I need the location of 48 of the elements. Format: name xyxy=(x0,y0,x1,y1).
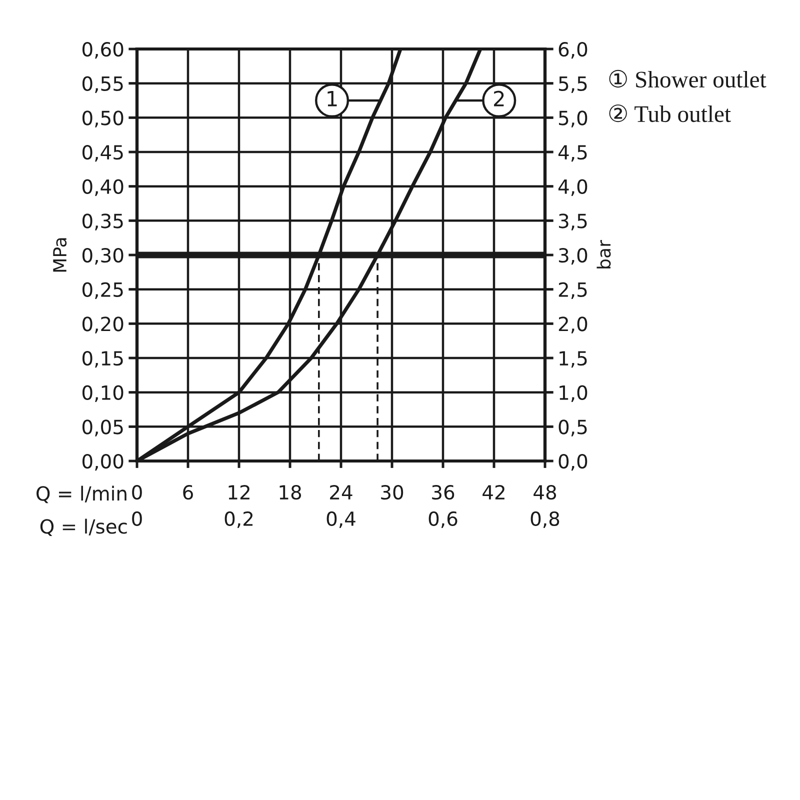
annotation: 2 xyxy=(494,90,504,106)
x-tick-label: 6 xyxy=(183,484,193,500)
y2-tick-label: 5,5 xyxy=(559,76,587,93)
x2-tick-label: 0,6 xyxy=(428,511,458,528)
y2-tick-label: 4,5 xyxy=(558,145,587,162)
y-tick-label: 0,55 xyxy=(82,76,123,93)
y2-tick-label: 4,0 xyxy=(558,179,588,196)
y2-axis-title: bar xyxy=(596,240,611,268)
y-axis-title: MPa xyxy=(53,238,67,272)
x-tick-label: 24 xyxy=(330,484,352,500)
y2-tick-label: 1,5 xyxy=(560,351,587,368)
x-axis-title: Q = l/min xyxy=(36,486,126,504)
y2-tick-label: 2,0 xyxy=(558,316,588,334)
y-tick-label: 0,50 xyxy=(82,110,124,128)
annotation: 1 xyxy=(328,91,337,106)
y-tick-label: 0,10 xyxy=(82,385,124,402)
y2-tick-label: 5,0 xyxy=(559,110,588,128)
x-tick-label: 36 xyxy=(432,484,454,500)
x-tick-label: 0 xyxy=(132,484,142,500)
y-tick-label: 0,45 xyxy=(82,144,123,162)
x-tick-label: 30 xyxy=(381,484,404,500)
y-tick-label: 0,05 xyxy=(82,420,123,436)
y-tick-label: 0,40 xyxy=(82,179,124,196)
text: ② Tub outlet xyxy=(609,104,731,122)
y2-tick-label: 2,5 xyxy=(558,282,587,299)
y-tick-label: 0,60 xyxy=(82,42,124,59)
y-tick-label: 0,35 xyxy=(82,214,123,230)
x-tick-label: 18 xyxy=(280,484,302,500)
text: ① Shower outlet xyxy=(609,70,766,88)
x2-tick-label: 0,4 xyxy=(326,511,356,528)
x-tick-label: 48 xyxy=(534,484,556,500)
y-tick-label: 0,15 xyxy=(82,350,123,368)
y2-tick-label: 1,0 xyxy=(560,385,588,402)
x2-tick-label: 0 xyxy=(132,511,142,526)
x-tick-label: 42 xyxy=(482,484,504,500)
x2-axis-title: Q = l/sec xyxy=(40,518,127,536)
x2-tick-label: 0,2 xyxy=(224,511,253,528)
x-tick-label: 12 xyxy=(228,484,250,500)
y2-tick-label: 3,5 xyxy=(558,214,587,230)
y-tick-label: 0,30 xyxy=(82,248,124,265)
y-tick-label: 0,20 xyxy=(82,316,124,334)
y2-tick-label: 0,0 xyxy=(558,454,588,471)
y2-tick-label: 0,5 xyxy=(558,420,587,436)
y2-tick-label: 6,0 xyxy=(558,42,588,59)
y-tick-label: 0,25 xyxy=(82,282,123,299)
y2-tick-label: 3,0 xyxy=(558,248,588,265)
x2-tick-label: 0,8 xyxy=(530,511,560,528)
y-tick-label: 0,00 xyxy=(82,454,124,471)
